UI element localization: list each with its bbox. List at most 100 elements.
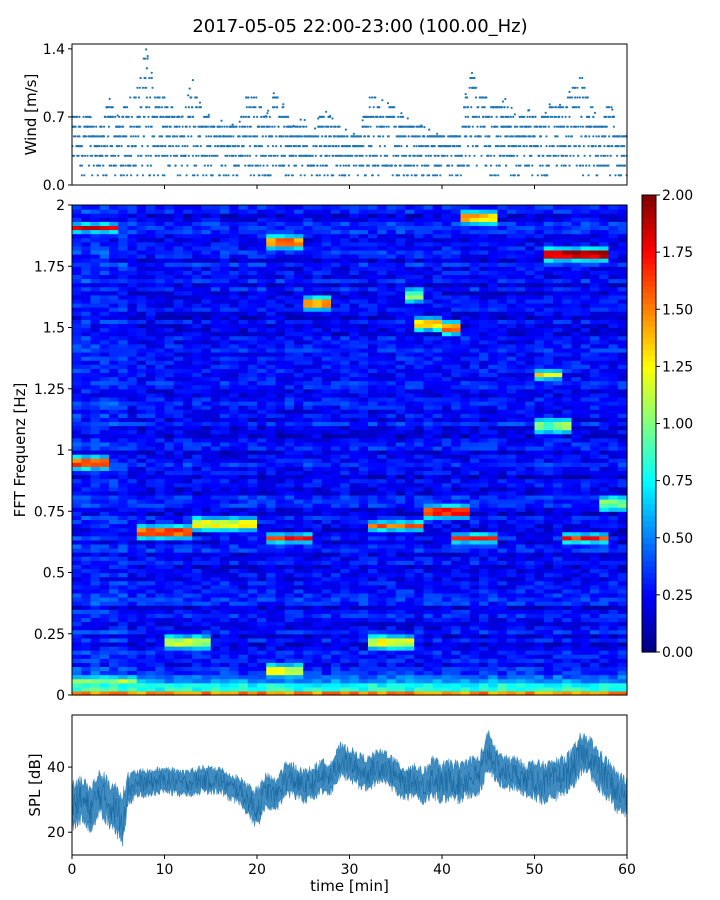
spectrogram-cell bbox=[72, 470, 82, 476]
spectrogram-cell bbox=[266, 352, 277, 357]
spectrogram-cell bbox=[220, 605, 230, 610]
wind-point bbox=[578, 145, 581, 148]
spectrogram-cell bbox=[109, 425, 119, 431]
wind-point bbox=[397, 154, 400, 157]
spectrogram-cell bbox=[173, 535, 184, 541]
spectrogram-cell bbox=[192, 597, 203, 602]
spectrogram-cell bbox=[72, 360, 82, 365]
spectrogram-cell bbox=[266, 286, 277, 292]
spectrogram-cell bbox=[155, 372, 166, 378]
spectrogram-cell bbox=[155, 421, 166, 427]
spectrogram-cell bbox=[238, 641, 249, 647]
spectrogram-cell bbox=[81, 646, 92, 651]
wind-point bbox=[173, 115, 176, 118]
wind-point bbox=[407, 164, 410, 167]
spectrogram-cell bbox=[220, 303, 230, 308]
spectrogram-cell bbox=[266, 372, 277, 378]
spectrogram-cell bbox=[99, 327, 110, 333]
spectrogram-cell bbox=[183, 494, 193, 500]
wind-point bbox=[77, 154, 80, 157]
spectrogram-cell bbox=[72, 303, 82, 308]
spectrogram-cell bbox=[275, 368, 286, 374]
spectrogram-cell bbox=[127, 409, 138, 414]
wind-point bbox=[359, 135, 363, 138]
wind-point bbox=[106, 145, 109, 148]
spectrogram-cell bbox=[275, 625, 286, 631]
spectrogram-cell bbox=[266, 646, 277, 651]
spectrogram-cell bbox=[99, 290, 110, 296]
wind-point bbox=[161, 96, 164, 99]
spectrogram-cell bbox=[183, 384, 193, 390]
wind-point bbox=[365, 154, 368, 157]
wind-point bbox=[145, 96, 148, 99]
spectrogram-cell bbox=[275, 462, 286, 467]
spectrogram-cell bbox=[257, 499, 267, 504]
spectrogram-cell bbox=[238, 458, 249, 463]
spectrogram-cell bbox=[220, 445, 230, 451]
spectrogram-cell bbox=[220, 503, 230, 508]
spectrogram-cell bbox=[164, 678, 175, 684]
wind-point bbox=[418, 135, 421, 138]
spectrogram-cell bbox=[90, 343, 101, 349]
wind-point bbox=[462, 125, 465, 128]
wind-point bbox=[149, 174, 152, 177]
spectrogram-cell bbox=[72, 298, 82, 304]
spectrogram-cell bbox=[72, 682, 82, 688]
spectrogram-cell bbox=[210, 592, 221, 598]
wind-point bbox=[129, 164, 132, 167]
wind-point bbox=[191, 115, 194, 118]
spectrogram-cell bbox=[183, 564, 193, 570]
spectrogram-cell bbox=[183, 666, 193, 672]
spectrogram-cell bbox=[183, 278, 193, 284]
spectrogram-cell bbox=[155, 433, 166, 439]
spectrogram-cell bbox=[146, 507, 156, 512]
wind-point bbox=[355, 164, 358, 167]
spectrogram-cell bbox=[109, 278, 119, 284]
wind-point bbox=[176, 125, 179, 128]
spectrogram-cell bbox=[238, 658, 249, 663]
wind-point bbox=[354, 154, 357, 157]
spectrogram-cell bbox=[201, 523, 212, 529]
spectrogram-cell bbox=[72, 376, 82, 382]
spectrogram-cell bbox=[136, 462, 147, 467]
spectrogram-cell bbox=[81, 429, 92, 435]
spectrogram-cell bbox=[99, 409, 110, 414]
spectrogram-cell bbox=[247, 233, 258, 239]
spectrogram-cell bbox=[146, 466, 156, 472]
spectrogram-cell bbox=[136, 601, 147, 606]
spectrogram-cell bbox=[247, 584, 258, 590]
spectrogram-cell bbox=[164, 490, 175, 496]
spectrogram-cell bbox=[220, 409, 230, 414]
wind-point bbox=[171, 106, 174, 109]
wind-point bbox=[104, 154, 107, 157]
wind-point bbox=[581, 76, 584, 80]
spectrogram-cell bbox=[81, 482, 92, 488]
wind-point bbox=[593, 164, 596, 167]
spectrogram-cell bbox=[257, 605, 267, 610]
spectrogram-cell bbox=[238, 315, 249, 320]
wind-point bbox=[274, 154, 277, 157]
spectrogram-cell bbox=[220, 311, 230, 316]
spectrogram-cell bbox=[192, 523, 203, 529]
wind-point bbox=[125, 135, 128, 138]
spectrogram-cell bbox=[266, 319, 277, 325]
spectrogram-cell bbox=[109, 213, 119, 218]
wind-point bbox=[566, 96, 570, 99]
wind-point bbox=[87, 125, 91, 128]
spectrogram-cell bbox=[173, 523, 184, 529]
spectrogram-cell bbox=[192, 556, 203, 561]
wind-point bbox=[387, 135, 390, 138]
wind-point bbox=[127, 145, 130, 148]
spectrogram-cell bbox=[210, 254, 221, 259]
spectrogram-cell bbox=[81, 625, 92, 631]
wind-point bbox=[575, 106, 578, 109]
spectrogram-cell bbox=[247, 249, 258, 255]
spectrogram-cell bbox=[72, 225, 82, 231]
spectrogram-cell bbox=[81, 621, 92, 627]
spectrogram-cell bbox=[275, 507, 286, 512]
wind-point bbox=[156, 96, 160, 99]
spectrogram-cell bbox=[109, 437, 119, 443]
spectrogram-cell bbox=[257, 678, 267, 684]
spectrogram-cell bbox=[90, 258, 101, 263]
wind-point bbox=[252, 115, 256, 118]
